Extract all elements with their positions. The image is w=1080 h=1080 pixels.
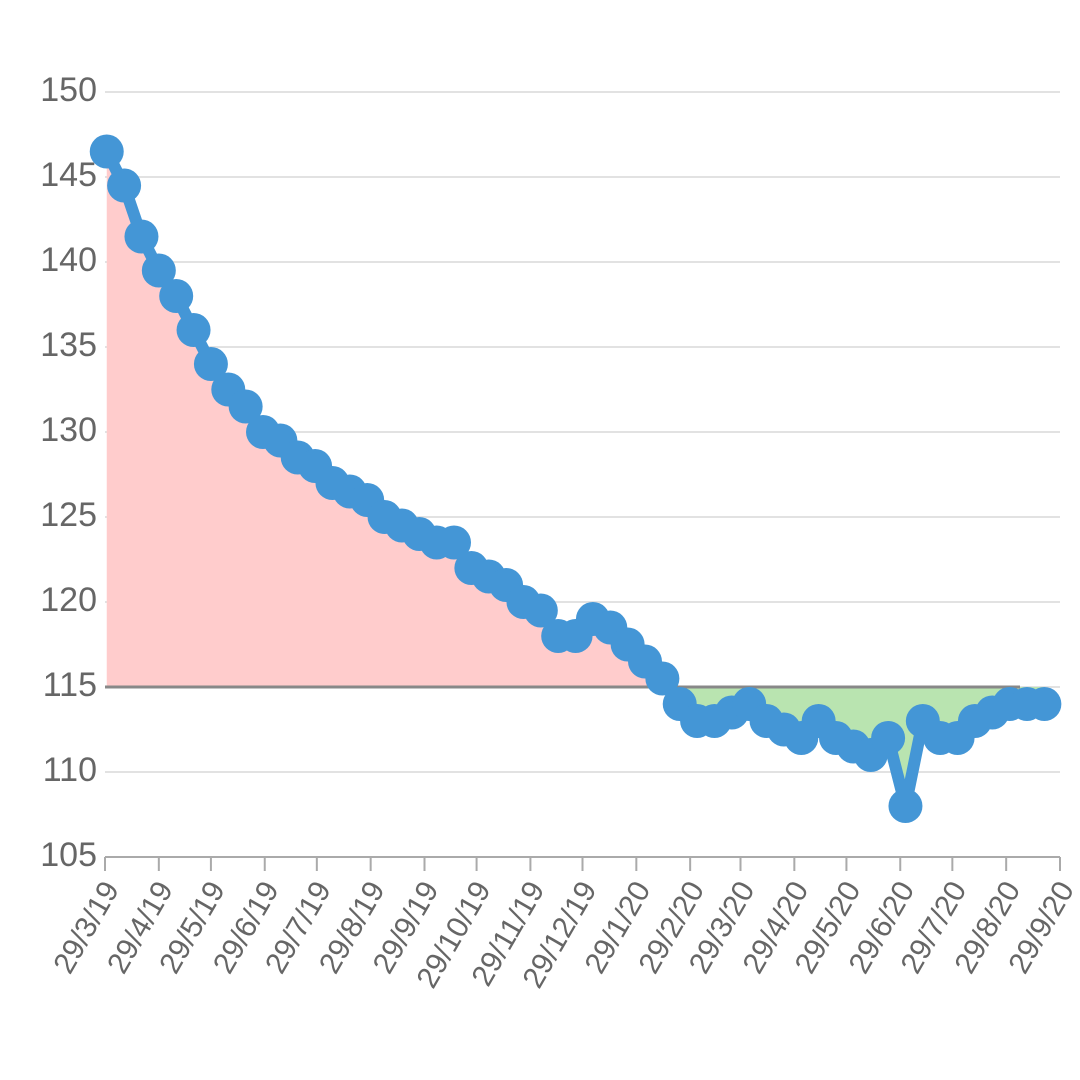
y-tick-label: 115	[43, 666, 97, 704]
point	[159, 279, 194, 313]
point	[523, 593, 558, 628]
area-above	[106, 151, 1045, 687]
point	[124, 219, 159, 254]
y-tick-label: 145	[40, 156, 97, 194]
point	[437, 525, 472, 560]
point	[1027, 687, 1062, 721]
y-tick-label: 105	[40, 836, 97, 874]
point	[871, 721, 906, 755]
point	[193, 347, 228, 381]
point	[89, 134, 124, 169]
point	[107, 168, 142, 203]
point	[176, 313, 211, 347]
y-tick-label: 140	[40, 241, 97, 279]
y-tick-label: 135	[40, 326, 97, 364]
point	[141, 253, 176, 288]
y-tick-label: 120	[40, 581, 97, 619]
point	[228, 389, 263, 424]
point	[645, 661, 680, 696]
point	[888, 789, 923, 823]
y-tick-label: 130	[40, 411, 97, 449]
y-tick-label: 110	[43, 751, 97, 789]
y-tick-label: 125	[40, 496, 97, 534]
y-tick-label: 150	[40, 71, 97, 109]
